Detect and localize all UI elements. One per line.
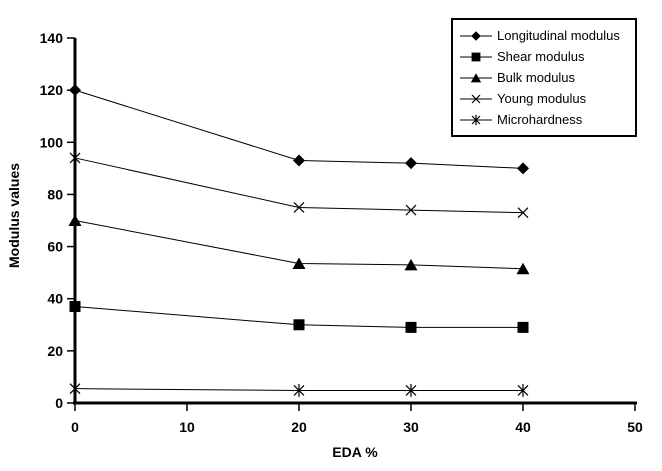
legend: Longitudinal modulus Shear modulus Bulk mo… xyxy=(451,18,637,137)
square-marker xyxy=(405,321,417,333)
x-marker xyxy=(517,207,529,219)
triangle-marker xyxy=(516,262,530,275)
asterisk-marker xyxy=(405,383,417,397)
x-tick-label: 10 xyxy=(179,419,195,435)
legend-item: Microhardness xyxy=(459,109,629,130)
x-marker xyxy=(69,152,81,164)
x-marker xyxy=(405,204,417,216)
series-line-x xyxy=(74,157,524,214)
square-marker xyxy=(471,52,481,61)
legend-swatch xyxy=(460,114,492,125)
legend-swatch xyxy=(460,30,492,41)
legend-swatch xyxy=(460,52,492,61)
asterisk-marker xyxy=(517,383,529,397)
legend-item: Young modulus xyxy=(459,88,629,109)
triangle-marker xyxy=(470,72,482,82)
diamond-marker xyxy=(293,154,305,167)
legend-label: Shear modulus xyxy=(497,49,585,64)
series-line-square xyxy=(74,306,523,328)
legend-label: Longitudinal modulus xyxy=(497,28,620,43)
square-marker xyxy=(293,319,305,331)
triangle-marker xyxy=(404,258,418,271)
legend-item: Shear modulus xyxy=(459,46,629,67)
triangle-marker xyxy=(292,257,306,270)
x-tick-label: 50 xyxy=(627,419,643,435)
diamond-marker xyxy=(69,84,81,97)
x-tick-label: 20 xyxy=(291,419,307,435)
y-tick-label: 120 xyxy=(40,82,64,98)
x-marker xyxy=(293,202,305,213)
diamond-marker xyxy=(471,30,481,41)
legend-item: Longitudinal modulus xyxy=(459,25,629,46)
y-tick-label: 20 xyxy=(47,343,63,359)
diamond-marker xyxy=(405,157,417,170)
x-axis-title: EDA % xyxy=(332,444,378,460)
x-tick-label: 0 xyxy=(71,419,79,435)
y-tick-label: 40 xyxy=(47,291,63,307)
y-tick-label: 100 xyxy=(40,134,64,150)
y-tick-label: 140 xyxy=(40,30,64,46)
square-marker xyxy=(69,301,81,313)
legend-label: Microhardness xyxy=(497,112,583,127)
x-tick-label: 30 xyxy=(403,419,419,435)
series-line-asterisk xyxy=(74,388,523,391)
legend-label: Bulk modulus xyxy=(497,70,576,85)
asterisk-marker xyxy=(293,383,305,397)
asterisk-marker xyxy=(69,382,81,396)
square-marker xyxy=(517,321,529,333)
legend-item: Bulk modulus xyxy=(459,67,629,88)
x-marker xyxy=(471,94,481,103)
y-tick-label: 0 xyxy=(55,395,63,411)
y-tick-label: 60 xyxy=(47,239,63,255)
diamond-marker xyxy=(517,162,529,175)
y-axis-title: Modulus values xyxy=(6,162,22,269)
legend-label: Young modulus xyxy=(497,91,587,106)
asterisk-marker xyxy=(471,114,481,125)
x-tick-label: 40 xyxy=(515,419,531,435)
series-line-diamond xyxy=(74,89,524,169)
legend-swatch xyxy=(460,72,492,82)
series-line-triangle xyxy=(74,220,524,270)
triangle-marker xyxy=(68,214,82,226)
legend-swatch xyxy=(460,94,492,103)
y-tick-label: 80 xyxy=(47,186,63,202)
